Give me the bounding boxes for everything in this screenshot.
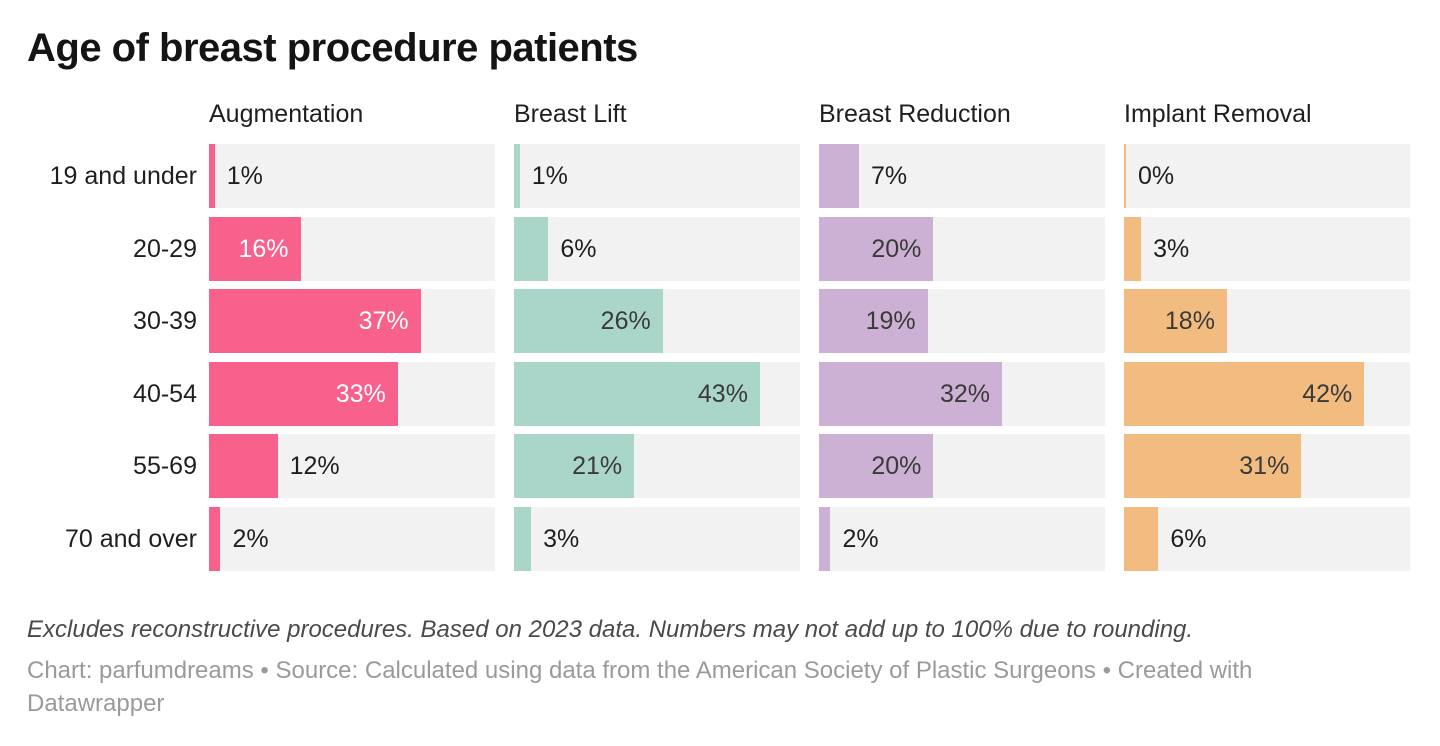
bar-track: 31% xyxy=(1124,434,1410,498)
bar: 3% xyxy=(1124,216,1189,281)
value-label: 19% xyxy=(865,307,916,335)
chart-row: 19 and under 1% 1% 7% 0% xyxy=(27,144,1410,208)
bar-track: 37% xyxy=(209,289,495,353)
value-label: 42% xyxy=(1302,379,1353,408)
value-label: 16% xyxy=(238,234,289,263)
bar-track: 20% xyxy=(819,216,1105,281)
bar-track: 6% xyxy=(1124,506,1410,571)
value-label: 21% xyxy=(572,452,623,480)
bar-track: 42% xyxy=(1124,361,1410,426)
bar-track: 2% xyxy=(209,506,495,571)
value-label: 6% xyxy=(560,234,597,263)
bar-track: 19% xyxy=(819,289,1105,353)
bar: 32% xyxy=(819,361,1003,426)
value-label: 20% xyxy=(871,234,922,263)
bar-track: 20% xyxy=(819,434,1105,498)
chart-footnote: Excludes reconstructive procedures. Base… xyxy=(27,615,1194,643)
bar: 42% xyxy=(1124,361,1365,426)
chart-row: 40-54 33% 43% 32% 42% xyxy=(27,361,1410,426)
value-label: 31% xyxy=(1239,452,1290,480)
series-header: Implant Removal xyxy=(1124,100,1312,128)
bar-track: 26% xyxy=(514,289,800,353)
bar: 2% xyxy=(819,506,879,571)
bar-track: 6% xyxy=(514,216,800,281)
bar: 37% xyxy=(209,289,421,353)
chart-row: 30-39 37% 26% 19% 18% xyxy=(27,289,1410,353)
value-label: 33% xyxy=(335,379,386,408)
chart-title: Age of breast procedure patients xyxy=(27,26,638,70)
bar-track: 3% xyxy=(1124,216,1410,281)
value-label: 1% xyxy=(226,162,263,190)
bar: 1% xyxy=(209,144,263,208)
bar-track: 1% xyxy=(209,144,495,208)
value-label: 26% xyxy=(600,307,651,335)
series-header: Breast Lift xyxy=(514,100,627,128)
bar: 7% xyxy=(819,144,907,208)
row-label: 19 and under xyxy=(49,162,197,190)
bar-track: 43% xyxy=(514,361,800,426)
bar-track: 32% xyxy=(819,361,1105,426)
bar: 31% xyxy=(1124,434,1302,498)
bar: 43% xyxy=(514,361,760,426)
bar-track: 7% xyxy=(819,144,1105,208)
row-label: 55-69 xyxy=(133,452,197,480)
bar: 18% xyxy=(1124,289,1227,353)
bar-track: 21% xyxy=(514,434,800,498)
value-label: 43% xyxy=(697,379,748,408)
bar: 6% xyxy=(1124,506,1206,571)
bar-track: 18% xyxy=(1124,289,1410,353)
row-label: 20-29 xyxy=(133,234,197,263)
value-label: 3% xyxy=(543,524,580,553)
bar-track: 2% xyxy=(819,506,1105,571)
bar: 19% xyxy=(819,289,928,353)
value-label: 1% xyxy=(531,162,568,190)
value-label: 2% xyxy=(232,524,269,553)
chart-byline: Chart: parfumdreams • Source: Calculated… xyxy=(27,656,1253,717)
header-spacer xyxy=(27,98,197,131)
bar: 20% xyxy=(819,216,934,281)
bar-track: 1% xyxy=(514,144,800,208)
row-label: 40-54 xyxy=(133,379,197,408)
chart-rows: 19 and under 1% 1% 7% 0% 20-29 16% 6% 20% 3% 30-39… xyxy=(27,144,1410,571)
bar-track: 12% xyxy=(209,434,495,498)
row-label: 30-39 xyxy=(133,307,197,335)
bar: 21% xyxy=(514,434,635,498)
bar: 1% xyxy=(514,144,568,208)
value-label: 0% xyxy=(1138,162,1175,190)
bar-track: 16% xyxy=(209,216,495,281)
bar: 33% xyxy=(209,361,398,426)
bar: 3% xyxy=(514,506,579,571)
bar-track: 33% xyxy=(209,361,495,426)
bar-track: 0% xyxy=(1124,144,1410,208)
bar: 12% xyxy=(209,434,340,498)
value-label: 32% xyxy=(939,379,991,408)
row-label: 70 and over xyxy=(64,524,197,553)
bar-track: 3% xyxy=(514,506,800,571)
bar: 16% xyxy=(209,216,301,281)
bar: 6% xyxy=(514,216,596,281)
bar: 20% xyxy=(819,434,934,498)
chart-row: 20-29 16% 6% 20% 3% xyxy=(27,216,1410,281)
value-label: 20% xyxy=(871,452,922,480)
value-label: 3% xyxy=(1153,234,1190,263)
bar: 0% xyxy=(1124,144,1174,208)
value-label: 6% xyxy=(1170,524,1207,553)
chart-row: 70 and over 2% 3% 2% 6% xyxy=(27,506,1410,571)
value-label: 18% xyxy=(1164,307,1215,335)
bar: 26% xyxy=(514,289,663,353)
value-label: 7% xyxy=(871,162,908,190)
value-label: 2% xyxy=(842,524,879,553)
bar: 2% xyxy=(209,506,269,571)
value-label: 12% xyxy=(289,452,340,480)
chart-row: 55-69 12% 21% 20% 31% xyxy=(27,434,1410,498)
series-headers: Augmentation Breast Lift Breast Reduction I… xyxy=(27,98,1410,131)
series-header: Breast Reduction xyxy=(819,100,1011,128)
series-header: Augmentation xyxy=(209,100,364,128)
value-label: 37% xyxy=(358,307,409,335)
